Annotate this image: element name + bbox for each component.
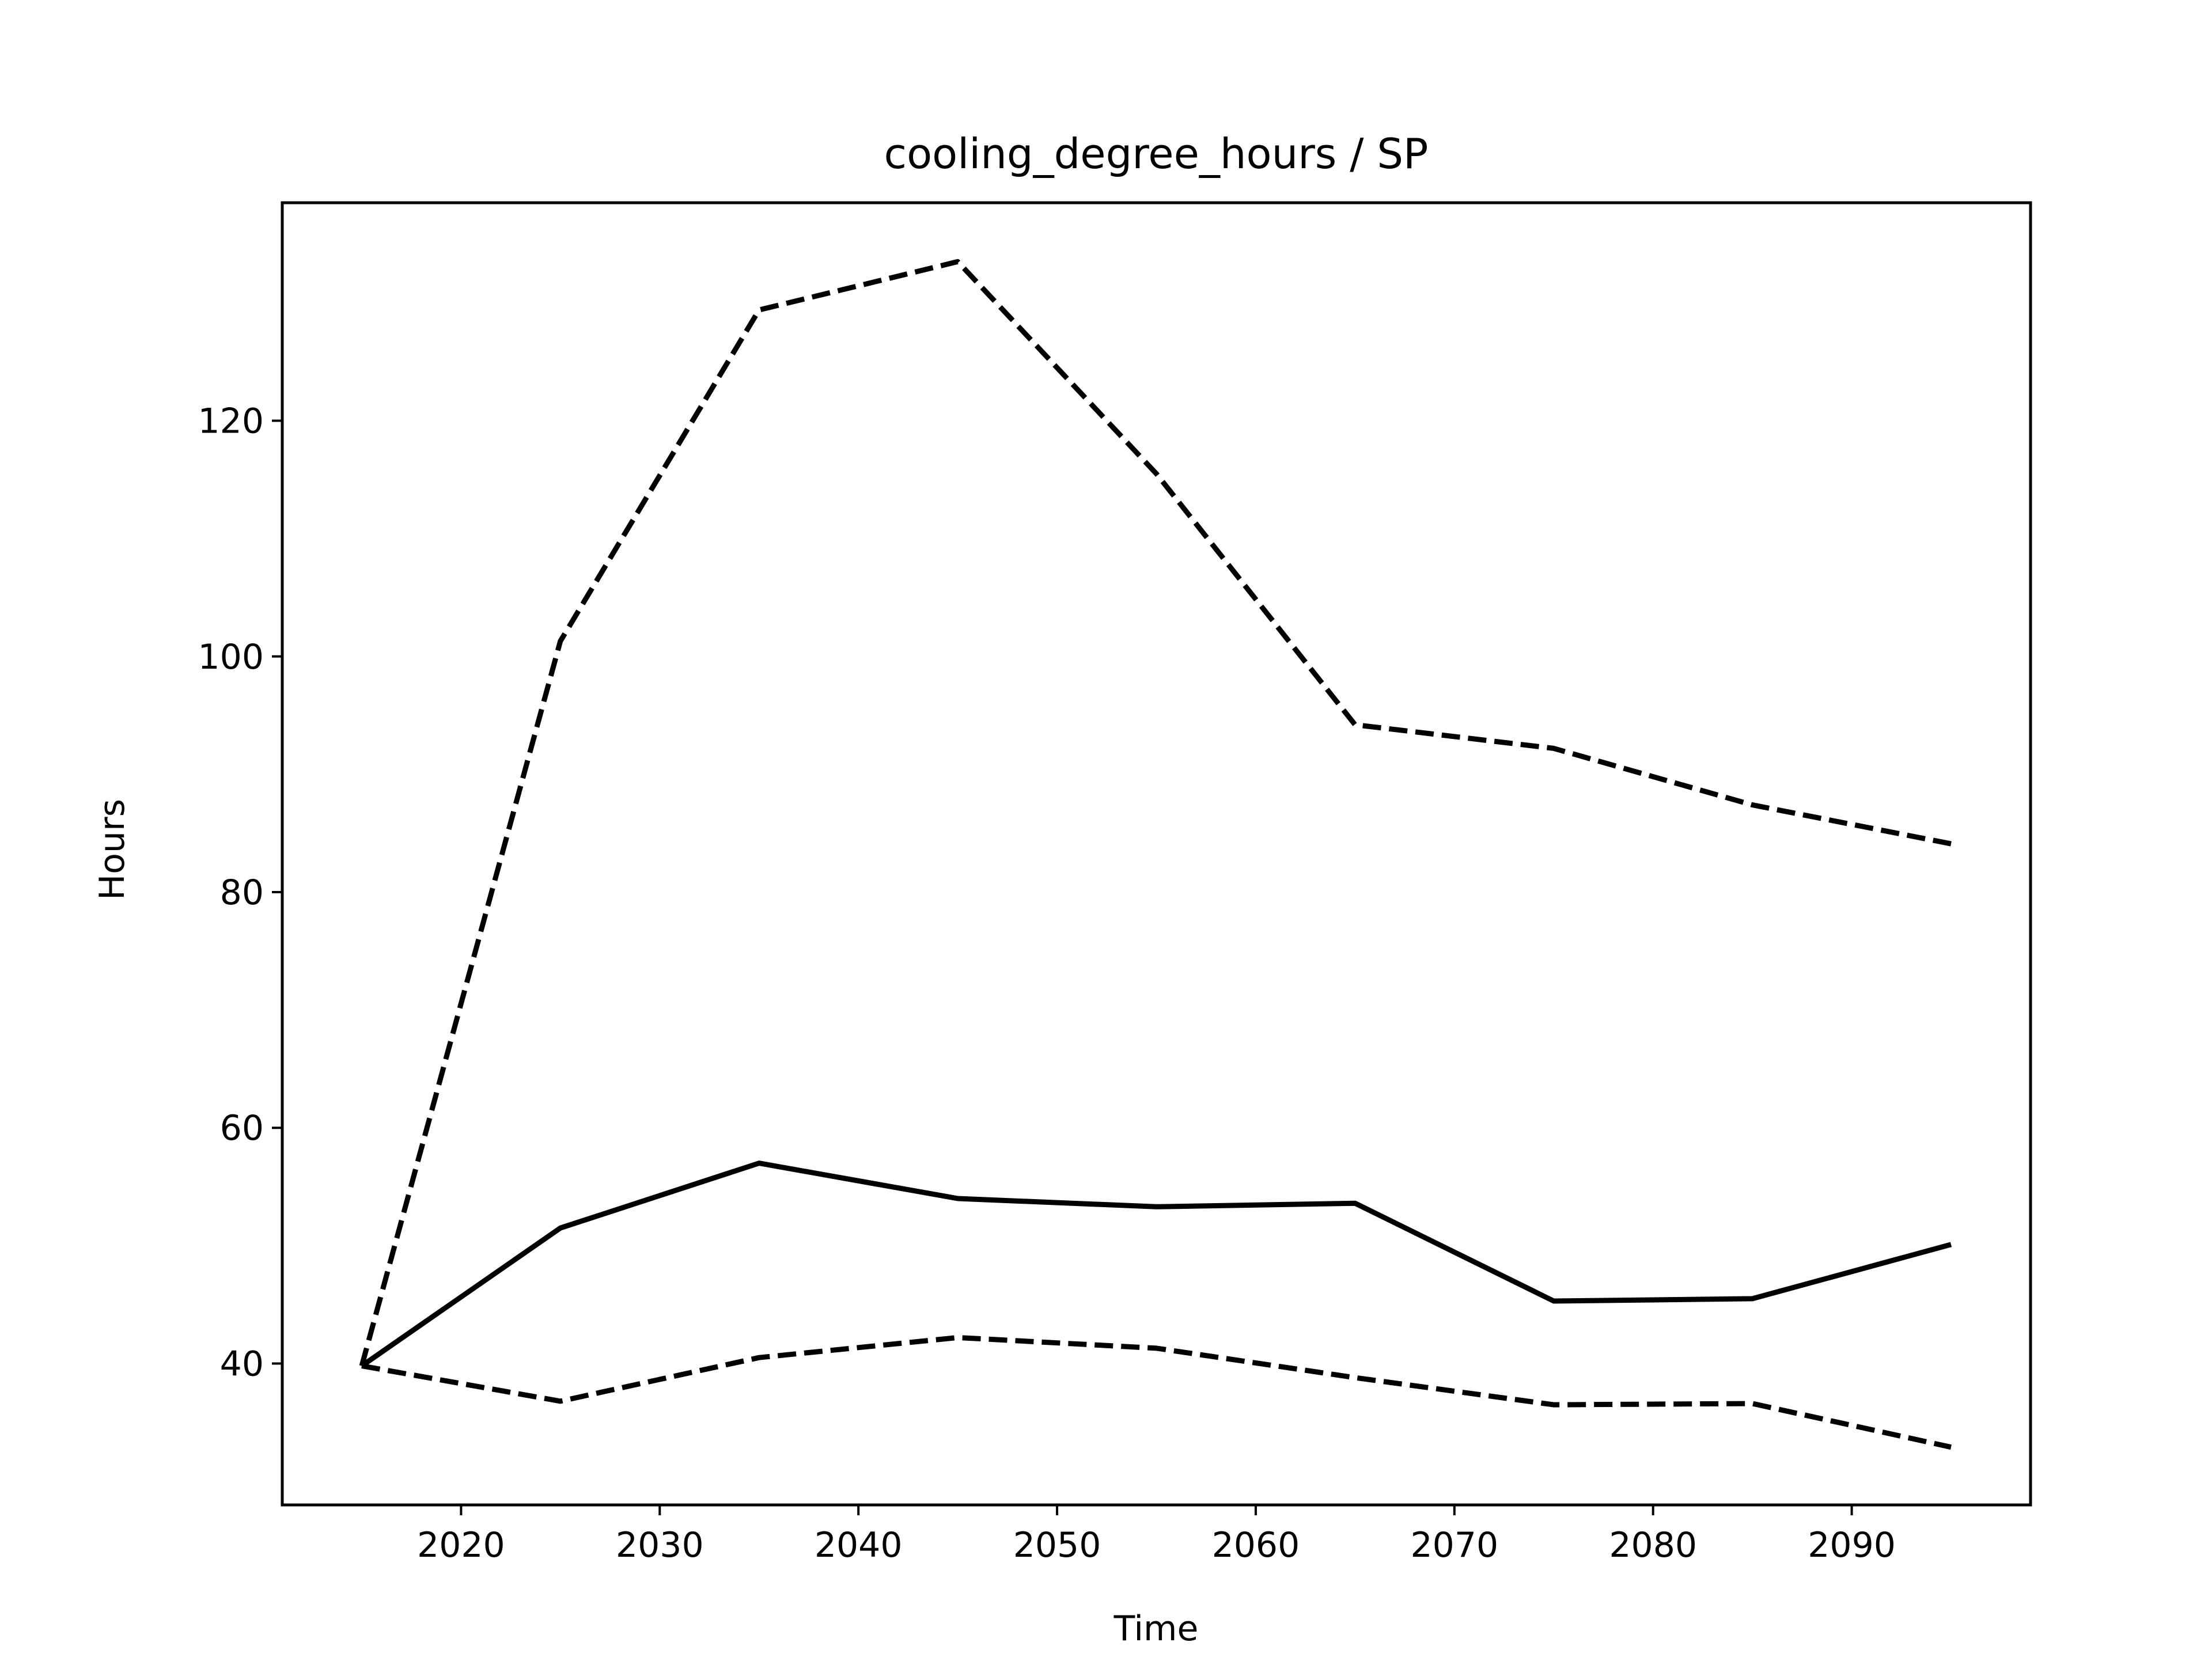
chart-title: cooling_degree_hours / SP: [884, 130, 1429, 178]
x-tick-label: 2040: [815, 1525, 903, 1565]
series-line-2-dashed: [359, 259, 1952, 1367]
x-tick-label: 2060: [1212, 1525, 1300, 1565]
x-tick-label: 2080: [1609, 1525, 1697, 1565]
y-tick-label: 40: [220, 1344, 264, 1384]
x-axis-label: Time: [1113, 1609, 1199, 1649]
y-axis-label: Hours: [92, 799, 132, 900]
axes-layer: 2020 2030 2040 2050 2060 2070 2080 2090 40 60 80 10…: [198, 201, 2032, 1565]
series-line-1-solid: [360, 1161, 1952, 1368]
x-tick-label: 2050: [1013, 1525, 1101, 1565]
x-tick-label: 2070: [1410, 1525, 1498, 1565]
series-line-3-dashed: [361, 1334, 1952, 1450]
x-tick-label: 2030: [616, 1525, 704, 1565]
plot-frame: [281, 201, 2032, 1507]
x-tick-label: 2090: [1808, 1525, 1896, 1565]
y-tick-label: 80: [220, 873, 264, 913]
y-tick-label: 120: [198, 401, 264, 442]
x-tick-label: 2020: [417, 1525, 505, 1565]
y-tick-label: 100: [198, 637, 264, 677]
y-tick-label: 60: [220, 1108, 264, 1148]
series-layer: [359, 259, 1952, 1450]
